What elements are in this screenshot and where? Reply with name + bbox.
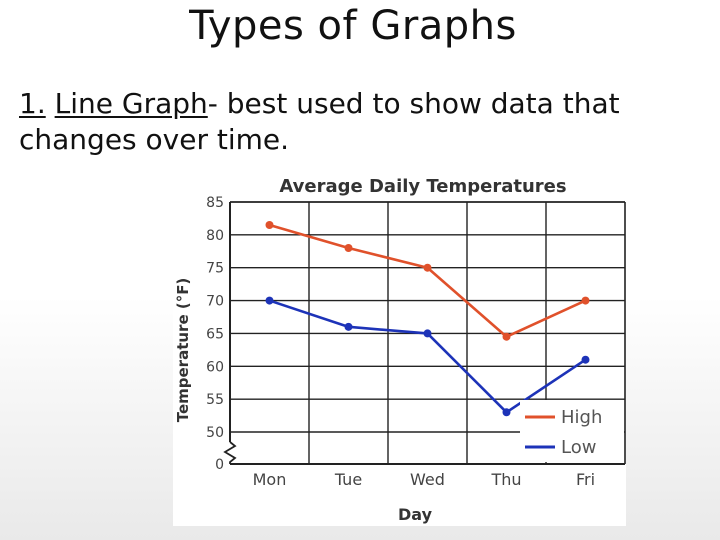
x-tick-label: Fri: [576, 470, 595, 489]
series-line-low: [269, 299, 587, 414]
legend-label-high: High: [561, 407, 602, 428]
y-axis-ticks: 0 50 55 60 65 70 75 80 85: [206, 195, 224, 473]
data-point-high: [502, 332, 511, 341]
y-tick-label: 75: [206, 261, 224, 277]
slide-title: Types of Graphs: [189, 3, 517, 49]
x-tick-label: Mon: [253, 470, 287, 489]
y-tick-label: 50: [206, 425, 224, 441]
legend-box: [520, 400, 624, 462]
series-lines: [265, 221, 590, 417]
data-point-high: [581, 296, 590, 305]
y-tick-label: 55: [206, 392, 224, 408]
x-axis-ticks: Mon Tue Wed Thu Fri: [253, 470, 595, 489]
data-point-low: [581, 355, 590, 364]
y-tick-label: 0: [215, 457, 224, 473]
list-item-term: Line Graph: [54, 87, 208, 120]
y-tick-label: 60: [206, 359, 224, 375]
list-item-number: 1.: [19, 87, 46, 120]
legend-label-low: Low: [561, 437, 596, 458]
data-point-high: [344, 244, 353, 252]
data-point-high: [265, 221, 274, 229]
list-item-description: - best used to show data that changes ov…: [19, 87, 620, 156]
data-point-low: [265, 296, 274, 305]
grid: [223, 201, 626, 465]
data-point-low: [502, 408, 511, 417]
line-chart: Average Daily Temperatures 0 50 55 60 65 70 75…: [174, 176, 626, 524]
x-axis-label: Day: [398, 505, 433, 524]
data-point-low: [423, 329, 432, 338]
chart-panel: Average Daily Temperatures 0 50 55 60 65 70 75…: [173, 172, 626, 526]
x-tick-label: Thu: [490, 470, 521, 489]
y-axis-label: Temperature (°F): [174, 278, 192, 423]
x-tick-label: Tue: [334, 470, 362, 489]
y-tick-label: 80: [206, 228, 224, 244]
slide-body-text: 1. Line Graph- best used to show data th…: [19, 86, 719, 158]
y-tick-label: 70: [206, 294, 224, 310]
axis-break-mark: [223, 441, 237, 464]
x-tick-label: Wed: [410, 470, 445, 489]
legend: High Low: [520, 400, 624, 462]
y-tick-label: 65: [206, 326, 224, 342]
data-point-low: [344, 322, 353, 331]
data-point-high: [423, 263, 432, 272]
series-line-high: [269, 223, 587, 339]
y-tick-label: 85: [206, 195, 224, 211]
chart-title: Average Daily Temperatures: [279, 176, 566, 197]
